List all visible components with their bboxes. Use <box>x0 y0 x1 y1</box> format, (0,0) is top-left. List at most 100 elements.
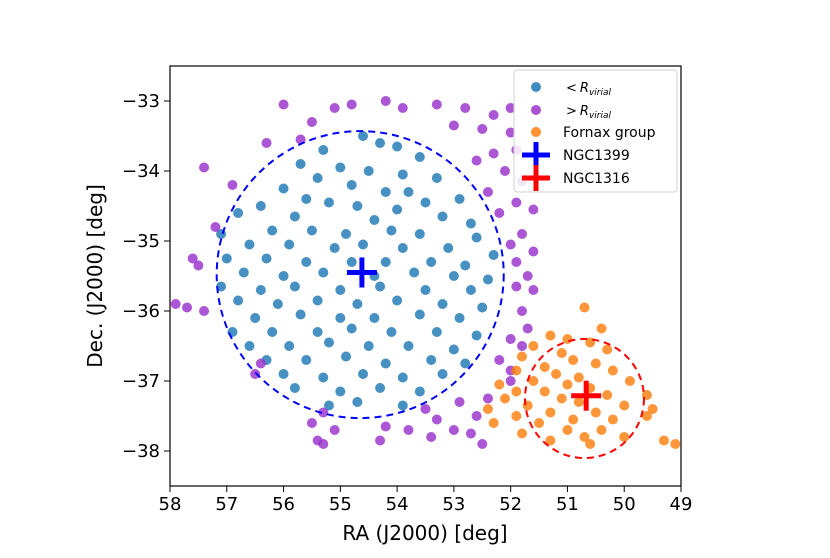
inside-virial-point <box>261 253 272 264</box>
outside-virial-point <box>170 299 181 309</box>
inside-virial-point <box>289 281 300 292</box>
outside-virial-point <box>528 204 539 215</box>
outside-virial-point <box>278 99 289 110</box>
inside-virial-point <box>318 267 329 278</box>
inside-virial-point <box>278 369 289 379</box>
inside-virial-point <box>448 271 459 281</box>
outside-virial-point <box>431 99 442 110</box>
inside-virial-point <box>233 295 244 306</box>
x-axis: 58 57 56 55 54 53 52 51 50 49 <box>159 486 693 515</box>
fornax-group-point <box>528 341 539 351</box>
outside-virial-point <box>482 393 493 404</box>
fornax-group-point <box>602 390 613 400</box>
legend-label-ngc1316: NGC1316 <box>563 171 630 187</box>
fornax-group-point <box>579 432 590 442</box>
inside-virial-point <box>255 201 266 211</box>
inside-virial-point <box>295 309 306 320</box>
inside-virial-point <box>312 173 323 183</box>
inside-virial-point <box>375 138 386 148</box>
fornax-group-point <box>607 414 618 425</box>
y-tick-label: −37 <box>122 371 160 392</box>
axes-frame <box>169 65 682 487</box>
inside-virial-point <box>250 313 261 323</box>
x-tick-label: 51 <box>556 494 579 515</box>
inside-virial-point <box>380 187 391 197</box>
outside-virial-point <box>522 323 533 334</box>
inside-virial-point <box>375 383 386 393</box>
fornax-group-point <box>556 348 567 358</box>
fornax-group-point <box>647 404 658 414</box>
outside-virial-point <box>380 421 391 432</box>
data-layer <box>170 96 681 459</box>
fornax-group-point <box>556 393 567 404</box>
outside-virial-point <box>511 257 522 267</box>
inside-virial-point <box>397 243 408 253</box>
outside-virial-point <box>306 117 317 127</box>
outside-virial-point <box>448 425 459 435</box>
inside-virial-point <box>255 285 266 295</box>
inside-virial-point <box>420 285 431 295</box>
inside-virial-point <box>306 225 317 236</box>
inside-virial-point <box>301 194 312 204</box>
inside-virial-point <box>346 180 357 190</box>
outside-virial-point <box>494 208 505 218</box>
outside-virial-point <box>193 260 204 271</box>
outside-virial-point <box>471 155 482 166</box>
inside-virial-point <box>323 337 334 348</box>
inside-virial-point <box>454 194 465 204</box>
inside-virial-point <box>289 383 300 393</box>
x-axis-label: RA (J2000) [deg] <box>342 521 507 545</box>
inside-virial-point <box>346 257 357 267</box>
inside-virial-point <box>397 372 408 383</box>
fornax-group-point <box>590 407 601 418</box>
outside-virial-point <box>511 197 522 208</box>
inside-virial-point <box>352 397 363 407</box>
outside-virial-point <box>329 425 340 435</box>
outside-virial-point <box>528 246 539 257</box>
fornax-group-point <box>517 351 528 362</box>
x-tick-label: 49 <box>670 494 693 515</box>
inside-virial-point <box>221 253 232 264</box>
legend-box <box>513 69 678 193</box>
inside-virial-point <box>380 358 391 369</box>
inside-virial-point <box>363 166 374 176</box>
fornax-group-point <box>517 428 528 439</box>
outside-virial-point <box>505 127 516 138</box>
legend-marker-ngc1316 <box>522 165 550 191</box>
fornax-group-point <box>573 397 584 407</box>
inside-virial-point <box>233 208 244 218</box>
outside-virial-point <box>488 148 499 159</box>
outside-virial-point <box>431 414 442 425</box>
inside-virial-point <box>244 341 255 351</box>
fornax-group-point <box>658 435 669 446</box>
inside-virial-point <box>363 341 374 351</box>
inside-virial-point <box>392 141 403 152</box>
fornax-group-point <box>619 432 630 442</box>
inside-virial-point <box>335 285 346 295</box>
y-tick-label: −35 <box>122 231 160 252</box>
fornax-group-point <box>568 355 579 365</box>
fornax-group-point <box>596 323 607 334</box>
inside-virial-point <box>477 302 488 313</box>
outside-virial-point <box>420 404 431 414</box>
inside-virial-point <box>244 239 255 250</box>
outside-virial-point <box>517 229 528 239</box>
inside-virial-point <box>431 173 442 183</box>
outside-virial-point <box>454 397 465 407</box>
inside-virial-point <box>437 369 448 379</box>
fornax-group-point <box>670 439 681 449</box>
inside-virial-point <box>460 358 471 369</box>
outside-virial-point <box>182 302 193 313</box>
x-tick-label: 56 <box>272 494 295 515</box>
inside-virial-point <box>465 218 476 229</box>
x-tick-label: 58 <box>159 494 182 515</box>
inside-virial-point <box>482 274 493 285</box>
fornax-group-point <box>551 369 562 379</box>
fornax-group-point <box>545 330 556 341</box>
inside-virial-point <box>341 229 352 239</box>
outside-virial-point <box>255 358 266 369</box>
outside-virial-point <box>465 428 476 439</box>
outside-virial-point <box>187 253 198 264</box>
